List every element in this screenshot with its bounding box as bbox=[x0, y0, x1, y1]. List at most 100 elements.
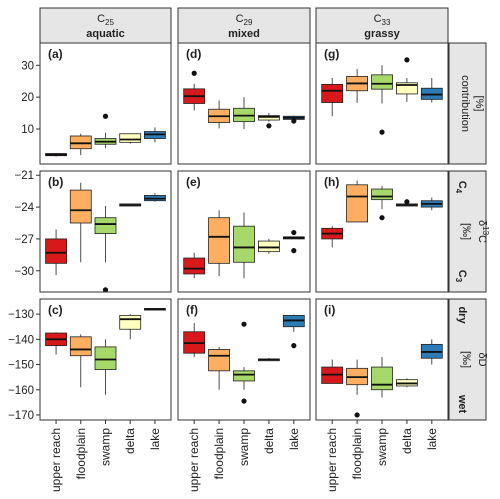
compound-subscript: 29 bbox=[244, 18, 253, 27]
row-unit: [%] bbox=[473, 96, 485, 112]
panel-d: (d) bbox=[177, 42, 311, 165]
box-upper-reach bbox=[45, 153, 67, 157]
row-bottom-label: C3 bbox=[454, 270, 468, 283]
box-floodplain bbox=[69, 182, 92, 263]
y-tick-label: −140 bbox=[8, 334, 34, 346]
box-upper-reach bbox=[321, 359, 344, 384]
panel-frame bbox=[315, 170, 449, 293]
box-body bbox=[208, 349, 230, 372]
panel-b: (b) bbox=[39, 170, 172, 293]
column-label: grassy bbox=[364, 28, 400, 40]
box-swamp bbox=[233, 97, 255, 129]
y-tick-label: −150 bbox=[8, 360, 34, 372]
row-strip-0: contribution [%] bbox=[448, 42, 487, 165]
row-top-label: C4 bbox=[454, 181, 468, 194]
outlier-point bbox=[404, 199, 410, 205]
y-axis-row-1: −21 −24 −27 −30 bbox=[14, 170, 40, 278]
box-floodplain bbox=[208, 210, 230, 277]
outlier-point bbox=[354, 412, 360, 418]
box-floodplain bbox=[69, 334, 92, 388]
box-swamp bbox=[371, 185, 393, 221]
box-body bbox=[371, 188, 393, 201]
row-bottom-label: wet bbox=[456, 394, 468, 414]
panel-id: (h) bbox=[324, 175, 339, 189]
panel-id: (g) bbox=[324, 47, 339, 61]
name-suffix: C bbox=[476, 235, 488, 243]
compound-subscript: 33 bbox=[382, 18, 391, 27]
box-body bbox=[94, 217, 117, 235]
panel-id: (c) bbox=[48, 303, 63, 317]
compound-label: C29 bbox=[236, 13, 253, 27]
box-body bbox=[183, 257, 206, 275]
row-name: δ13C bbox=[476, 220, 490, 243]
box-delta bbox=[119, 133, 142, 144]
strip-background bbox=[448, 170, 487, 293]
strip-background bbox=[448, 298, 487, 421]
outlier-point bbox=[102, 287, 109, 293]
box-lake bbox=[420, 78, 443, 103]
row-name: contribution bbox=[459, 75, 471, 132]
box-body bbox=[119, 314, 142, 330]
outlier-point bbox=[379, 215, 385, 221]
compound-letter: C bbox=[374, 13, 382, 25]
box-delta bbox=[258, 113, 280, 129]
y-tick-label: −130 bbox=[8, 309, 34, 321]
x-tick-label: floodplain bbox=[350, 428, 364, 479]
panel-frame bbox=[39, 42, 172, 165]
box-upper-reach bbox=[45, 332, 67, 355]
box-floodplain bbox=[346, 69, 368, 103]
x-tick-label: upper reach bbox=[49, 428, 63, 492]
panel-a: (a) bbox=[39, 42, 172, 165]
panel-f: (f) upper reach floodplain swamp delta lake bbox=[177, 298, 311, 492]
panel-id: (d) bbox=[186, 47, 201, 61]
box-delta bbox=[396, 199, 418, 207]
box-body bbox=[69, 336, 92, 357]
label-letter: C bbox=[456, 181, 468, 189]
y-tick-label: −21 bbox=[14, 170, 34, 182]
outlier-point bbox=[241, 398, 247, 404]
box-lake bbox=[282, 229, 305, 254]
outlier-point bbox=[379, 129, 385, 135]
box-body bbox=[396, 82, 418, 95]
box-upper-reach bbox=[183, 322, 206, 357]
y-tick-label: −24 bbox=[14, 202, 34, 214]
compound-subscript: 25 bbox=[105, 18, 114, 27]
box-body bbox=[45, 238, 67, 264]
outlier-point bbox=[291, 343, 297, 349]
strip-background bbox=[315, 7, 449, 44]
x-tick-label: swamp bbox=[237, 428, 251, 466]
row-strip-2: dry wet δD [‰] bbox=[448, 298, 488, 421]
label-letter: C bbox=[456, 270, 468, 278]
box-body bbox=[258, 115, 280, 121]
box-body bbox=[321, 83, 344, 103]
box-lake bbox=[420, 197, 443, 211]
x-tick-label: swamp bbox=[375, 428, 389, 466]
box-swamp bbox=[233, 321, 255, 404]
box-swamp bbox=[94, 339, 117, 395]
compound-letter: C bbox=[236, 13, 244, 25]
outlier-point bbox=[291, 229, 297, 236]
box-swamp bbox=[371, 356, 393, 398]
box-swamp bbox=[94, 206, 117, 293]
compound-label: C33 bbox=[374, 13, 391, 27]
box-delta bbox=[396, 378, 418, 388]
box-lake bbox=[282, 314, 305, 349]
box-body bbox=[69, 135, 92, 150]
box-delta bbox=[119, 203, 142, 207]
panel-e: (e) bbox=[177, 170, 311, 293]
x-tick-label: lake bbox=[287, 428, 301, 450]
compound-letter: C bbox=[97, 13, 105, 25]
x-tick-label: lake bbox=[425, 428, 439, 450]
x-tick-label: upper reach bbox=[325, 428, 339, 492]
compound-label: C25 bbox=[97, 13, 114, 27]
outlier-point bbox=[291, 248, 297, 254]
panel-id: (f) bbox=[186, 303, 198, 317]
panel-id: (e) bbox=[186, 175, 201, 189]
outlier-point bbox=[241, 321, 247, 327]
y-axis-row-2: −130 −140 −150 −160 −170 bbox=[8, 309, 40, 422]
panel-c: (c) upper reach floodplain swamp delta lake bbox=[39, 298, 172, 492]
panel-id: (b) bbox=[48, 175, 63, 189]
